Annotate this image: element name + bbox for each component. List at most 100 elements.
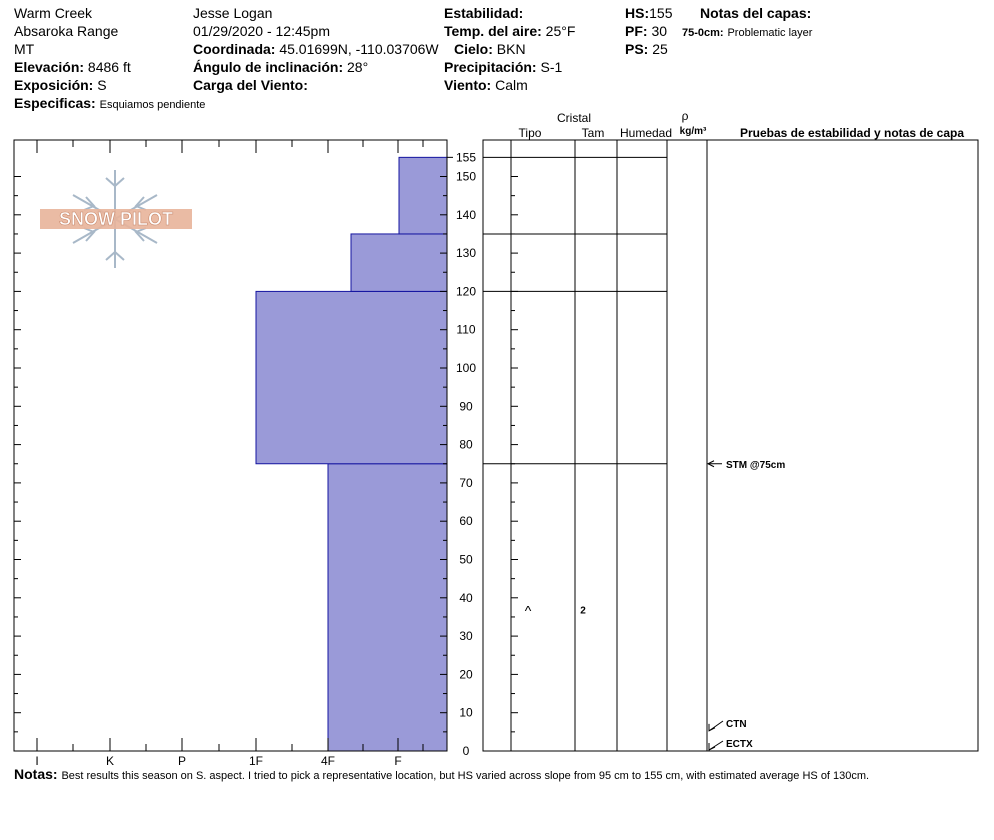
location-name: Warm Creek (14, 5, 93, 21)
observation-datetime: 01/29/2020 - 12:45pm (193, 23, 330, 39)
coordinate-row: Coordinada: 45.01699N, -110.03706W (193, 40, 439, 58)
air-temp-label: Temp. del aire: (444, 23, 542, 39)
stability-row: Estabilidad: (444, 4, 523, 22)
test-label: ECTX (726, 739, 753, 750)
elevation-label: Elevación: (14, 59, 85, 75)
height-tick-label: 80 (459, 438, 473, 452)
height-tick-label: 120 (456, 284, 476, 298)
aspect-row: Exposición: S (14, 76, 107, 94)
hardness-tick-label: F (394, 754, 401, 768)
hardness-plot-frame (13, 139, 448, 752)
air-temp-value: 25°F (545, 23, 576, 39)
coordinate-value: 45.01699N, -110.03706W (279, 41, 439, 57)
hardness-tick-label: K (106, 754, 114, 768)
height-tick-label: 150 (456, 170, 476, 184)
test-label: CTN (726, 719, 747, 730)
hardness-bars (255, 156, 448, 752)
sky-row: Cielo: BKN (454, 40, 526, 58)
mountain-range: Absaroka Range (14, 23, 119, 39)
height-tick-label: 10 (459, 706, 473, 720)
grain-marks: ^ 2 (525, 602, 587, 618)
type-header: Tipo (519, 126, 542, 140)
wind-row: Viento: Calm (444, 76, 528, 94)
pf-label: PF: (625, 23, 648, 39)
hardness-axis: I K P 1F 4F F (35, 140, 424, 768)
test-arrowhead (706, 460, 715, 468)
layer-note-range: 75-0cm: (682, 27, 724, 39)
height-tick-label: 100 (456, 361, 476, 375)
wind-label: Viento: (444, 77, 492, 93)
height-tick-label: 130 (456, 246, 476, 260)
height-tick-label: 0 (463, 744, 470, 758)
hardness-bar (255, 290, 448, 465)
height-tick-label: 30 (459, 629, 473, 643)
hardness-tick-label: P (178, 754, 186, 768)
test-arrowhead (708, 723, 716, 732)
rho-header: ρ (682, 109, 689, 123)
height-axis: 0 10 20 30 40 50 60 70 80 90 100 110 120 130 140 150 155 (14, 150, 518, 758)
state: MT (14, 41, 35, 57)
size-header: Tam (582, 126, 605, 140)
height-tick-label: 20 (459, 667, 473, 681)
height-tick-label: 90 (459, 399, 473, 413)
height-tick-label: 110 (456, 323, 475, 337)
specifics-row: Especificas: Esquiamos pendiente (14, 94, 205, 114)
hardness-tick-label: I (35, 754, 38, 768)
height-tick-label: 60 (459, 514, 473, 528)
pf-row: PF: 30 (625, 22, 667, 40)
notes-text: Best results this season on S. aspect. I… (61, 770, 870, 782)
slope-label: Ángulo de inclinación: (193, 59, 344, 75)
height-tick-label: 50 (459, 553, 473, 567)
slope-row: Ángulo de inclinación: 28° (193, 58, 368, 76)
air-temp-row: Temp. del aire: 25°F (444, 22, 575, 40)
layer-notes-title: Notas del capas: (700, 5, 812, 21)
layer-note-text: Problematic layer (727, 27, 813, 39)
aspect-value: S (97, 77, 107, 93)
elevation-row: Elevación: 8486 ft (14, 58, 131, 76)
notes-label: Notas: (14, 766, 58, 782)
specifics-value: Esquiamos pendiente (99, 99, 206, 111)
ps-value: 25 (652, 41, 668, 57)
grain-size-label: 2 (580, 605, 586, 616)
ps-label: PS: (625, 41, 649, 57)
hs-value: 155 (649, 5, 673, 21)
precip-row: Precipitación: S-1 (444, 58, 562, 76)
pf-value: 30 (651, 23, 668, 39)
stability-tests: STM @75cm CTN ECTX (706, 460, 785, 751)
logo-text: SNOW PILOT (59, 209, 173, 229)
coordinate-label: Coordinada: (193, 41, 276, 57)
height-tick-label: 70 (459, 476, 473, 490)
hs-label: HS: (625, 5, 650, 21)
specifics-label: Especificas: (14, 95, 96, 111)
hardness-bar (327, 463, 448, 752)
height-tick-label: 140 (456, 208, 476, 222)
grain-table-frame (482, 139, 979, 752)
wind-load-row: Carga del Viento: (193, 76, 308, 94)
density-unit-header: kg/m³ (680, 126, 707, 137)
wind-load-label: Carga del Viento: (193, 77, 308, 93)
hardness-tick-label: 1F (249, 754, 263, 768)
ps-row: PS: 25 (625, 40, 668, 58)
height-tick-label: 40 (459, 591, 473, 605)
test-arrowhead (708, 743, 716, 751)
snow-pilot-logo: SNOW PILOT (40, 170, 192, 268)
grain-type-symbol: ^ (525, 602, 532, 618)
hardness-bar (350, 233, 448, 292)
hs-row: HS:155 (625, 4, 672, 22)
moisture-header: Humedad (620, 126, 672, 140)
slope-value: 28° (347, 59, 369, 75)
test-label: STM @75cm (726, 460, 785, 471)
observer-name: Jesse Logan (193, 5, 273, 21)
profile-notes: Notas: Best results this season on S. as… (14, 766, 869, 782)
aspect-label: Exposición: (14, 77, 94, 93)
sky-label: Cielo: (454, 41, 493, 57)
precip-value: S-1 (540, 59, 563, 75)
chart-frames (13, 139, 979, 752)
wind-value: Calm (495, 77, 528, 93)
height-top-label: 155 (456, 150, 476, 164)
precip-label: Precipitación: (444, 59, 537, 75)
sky-value: BKN (496, 41, 526, 57)
layer-note-row: 75-0cm: Problematic layer (682, 22, 812, 42)
logo-banner (40, 209, 192, 229)
